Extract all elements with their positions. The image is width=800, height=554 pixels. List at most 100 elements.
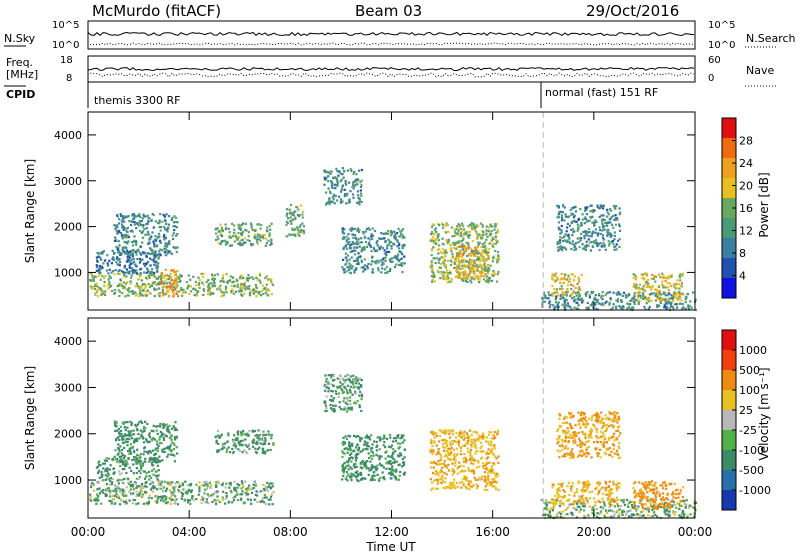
- heatmap-cell: [205, 483, 208, 486]
- heatmap-cell: [482, 259, 485, 262]
- heatmap-cell: [133, 249, 136, 252]
- heatmap-cell: [356, 227, 360, 230]
- heatmap-cell: [468, 246, 471, 249]
- heatmap-cell: [121, 488, 124, 491]
- heatmap-cell: [248, 285, 251, 288]
- heatmap-cell: [563, 206, 566, 209]
- heatmap-cell: [624, 296, 628, 299]
- heatmap-cell: [556, 276, 559, 279]
- heatmap-cell: [126, 230, 129, 234]
- heatmap-cell: [365, 465, 368, 468]
- heatmap-cell: [457, 241, 460, 245]
- heatmap-cell: [241, 485, 245, 489]
- heatmap-cell: [447, 458, 450, 461]
- heatmap-cell: [452, 442, 455, 445]
- heatmap-cell: [202, 289, 206, 292]
- heatmap-cell: [353, 402, 356, 405]
- heatmap-cell: [490, 239, 493, 242]
- heatmap-cell: [485, 251, 488, 254]
- heatmap-cell: [363, 258, 366, 261]
- heatmap-cell: [611, 223, 614, 226]
- heatmap-cell: [142, 437, 145, 440]
- heatmap-cell: [190, 489, 193, 492]
- heatmap-cell: [126, 215, 129, 218]
- heatmap-cell: [663, 299, 666, 302]
- heatmap-cell: [137, 432, 140, 436]
- heatmap-cell: [266, 230, 269, 233]
- heatmap-cell: [166, 230, 169, 233]
- heatmap-cell: [354, 392, 357, 395]
- heatmap-cell: [681, 273, 684, 276]
- heatmap-cell: [331, 200, 334, 203]
- heatmap-cell: [220, 279, 224, 282]
- heatmap-cell: [334, 187, 337, 190]
- heatmap-cell: [440, 256, 443, 259]
- heatmap-cell: [103, 459, 106, 462]
- heatmap-cell: [566, 284, 569, 287]
- heatmap-cell: [379, 245, 382, 248]
- heatmap-cell: [673, 303, 676, 306]
- heatmap-cell: [487, 443, 490, 446]
- heatmap-cell: [171, 493, 174, 496]
- heatmap-cell: [445, 453, 448, 456]
- heatmap-cell: [323, 169, 326, 172]
- heatmap-cell: [152, 281, 155, 284]
- heatmap-cell: [369, 238, 372, 241]
- heatmap-cell: [356, 470, 359, 473]
- heatmap-cell: [615, 305, 618, 308]
- heatmap-cell: [657, 293, 660, 296]
- heatmap-cell: [226, 282, 229, 285]
- heatmap-cell: [360, 259, 363, 262]
- heatmap-cell: [384, 259, 387, 262]
- heatmap-cell: [265, 496, 268, 499]
- heatmap-cell: [160, 274, 163, 277]
- heatmap-cell: [114, 269, 117, 272]
- heatmap-cell: [566, 290, 569, 293]
- heatmap-cell: [141, 217, 144, 220]
- heatmap-cell: [158, 483, 162, 486]
- heatmap-cell: [626, 307, 629, 310]
- heatmap-cell: [439, 458, 442, 462]
- heatmap-cell: [145, 276, 148, 279]
- heatmap-cell: [290, 222, 293, 225]
- heatmap-cell: [135, 486, 138, 489]
- heatmap-cell: [384, 232, 387, 235]
- heatmap-cell: [118, 450, 121, 453]
- heatmap-cell: [672, 294, 675, 297]
- heatmap-cell: [123, 467, 126, 470]
- heatmap-cell: [149, 483, 152, 486]
- heatmap-cell: [247, 231, 250, 234]
- heatmap-cell: [552, 273, 555, 276]
- heatmap-cell: [443, 481, 447, 484]
- heatmap-cell: [348, 181, 351, 184]
- heatmap-cell: [261, 489, 264, 492]
- heatmap-cell: [263, 496, 266, 499]
- heatmap-cell: [330, 200, 333, 203]
- heatmap-cell: [364, 477, 367, 480]
- heatmap-cell: [360, 250, 363, 253]
- mode-label-normal: normal (fast) 151 RF: [545, 86, 658, 99]
- heatmap-cell: [358, 229, 361, 232]
- heatmap-cell: [266, 489, 269, 492]
- heatmap-cell: [108, 275, 111, 278]
- heatmap-cell: [191, 495, 194, 498]
- heatmap-cell: [203, 484, 206, 487]
- heatmap-cell: [360, 398, 363, 401]
- heatmap-cell: [388, 433, 392, 436]
- heatmap-cell: [248, 429, 251, 432]
- heatmap-cell: [581, 247, 585, 250]
- heatmap-cell: [289, 220, 292, 223]
- heatmap-cell: [541, 297, 544, 300]
- heatmap-cell: [570, 288, 573, 291]
- heatmap-cell: [129, 282, 132, 285]
- heatmap-cell: [475, 432, 478, 435]
- heatmap-cell: [351, 444, 354, 447]
- heatmap-cell: [165, 274, 169, 277]
- heatmap-cell: [570, 212, 573, 215]
- heatmap-cell: [662, 276, 665, 279]
- heatmap-cell: [171, 234, 174, 237]
- heatmap-cell: [357, 178, 360, 182]
- heatmap-cell: [163, 424, 166, 427]
- heatmap-cell: [120, 448, 123, 452]
- heatmap-cell: [432, 430, 435, 433]
